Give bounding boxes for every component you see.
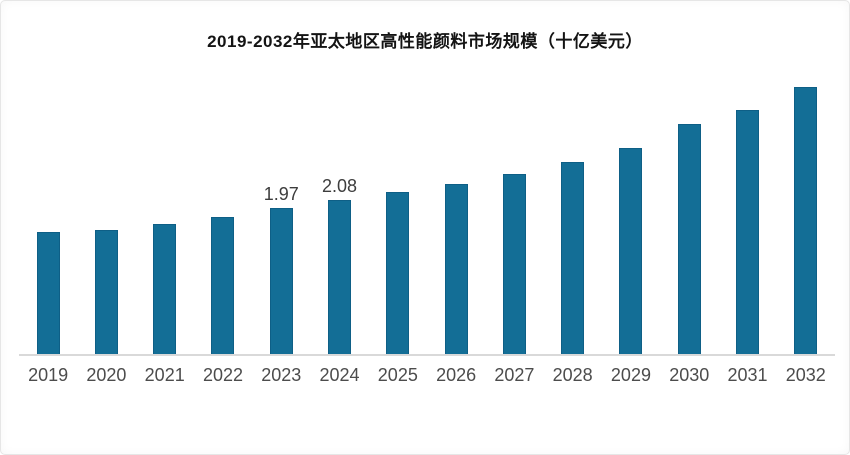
x-tick-2026: 2026 [436, 365, 477, 385]
bar-column [602, 148, 660, 354]
bar-2028 [561, 162, 585, 354]
x-tick-2032: 2032 [785, 365, 826, 385]
bar-column [544, 162, 602, 354]
x-tick-2023: 2023 [261, 365, 302, 385]
bar-column [77, 230, 135, 354]
x-axis-labels: 2019 2020 2021 2022 2023 2024 2025 2026 2027 2028… [19, 365, 835, 386]
bar-2026 [444, 184, 468, 354]
bar-2031 [736, 110, 760, 354]
chart-title: 2019-2032年亚太地区高性能颜料市场规模（十亿美元） [207, 32, 643, 51]
bar-2032 [794, 87, 818, 354]
bar-2029 [619, 148, 643, 354]
bar-column [427, 184, 485, 354]
bar-column [777, 87, 835, 354]
bar-2024 [328, 200, 352, 354]
bar-column [136, 224, 194, 354]
x-tick-2022: 2022 [202, 365, 243, 385]
bar-2023 [269, 208, 293, 354]
x-tick-2025: 2025 [377, 365, 418, 385]
x-tick-2021: 2021 [144, 365, 185, 385]
bar-value-label: 1.97 [263, 184, 299, 204]
bar-2019 [36, 232, 60, 354]
x-tick-2027: 2027 [494, 365, 535, 385]
bar-2030 [677, 124, 701, 354]
bar-column [19, 232, 77, 354]
bar-column [660, 124, 718, 354]
bars-container: 1.97 2.08 [19, 61, 835, 354]
bar-2021 [153, 224, 177, 354]
x-tick-2020: 2020 [86, 365, 127, 385]
x-tick-2019: 2019 [28, 365, 69, 385]
plot-area: 1.97 2.08 [19, 61, 835, 356]
bar-column [485, 174, 543, 354]
bar-column [194, 217, 252, 354]
bar-2022 [211, 217, 235, 354]
bar-2025 [386, 192, 410, 354]
bar-2020 [94, 230, 118, 354]
x-tick-2029: 2029 [610, 365, 651, 385]
bar-column [718, 110, 776, 354]
bar-column: 1.97 [252, 184, 310, 354]
x-tick-2028: 2028 [552, 365, 593, 385]
bar-column: 2.08 [310, 176, 368, 354]
bar-2027 [502, 174, 526, 354]
bar-value-label: 2.08 [322, 176, 358, 196]
bar-column [369, 192, 427, 354]
x-tick-2024: 2024 [319, 365, 360, 385]
x-tick-2031: 2031 [727, 365, 768, 385]
x-tick-2030: 2030 [669, 365, 710, 385]
